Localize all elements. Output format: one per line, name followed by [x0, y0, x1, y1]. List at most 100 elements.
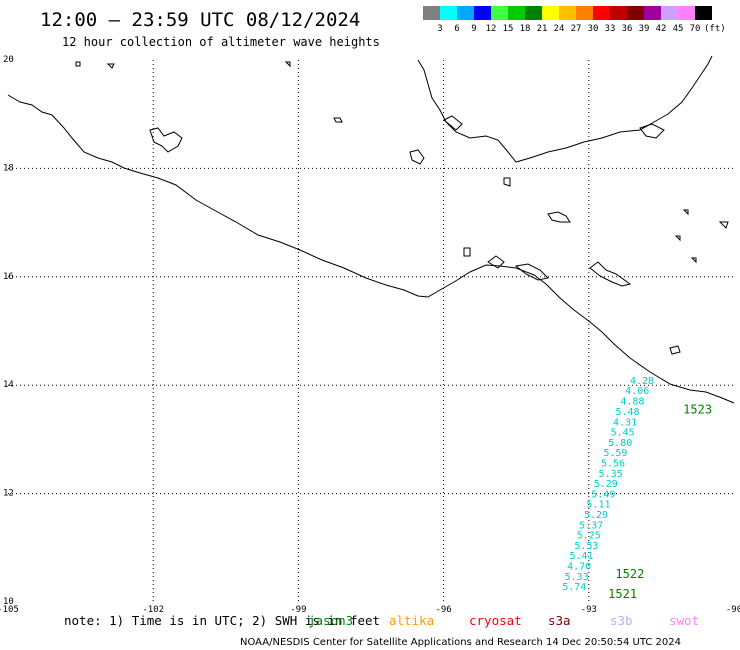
lake-feature: [669, 345, 681, 355]
colorbar-swatch: [627, 6, 644, 20]
swh-value: 5.56: [601, 459, 625, 470]
colorbar-label: 70: [690, 24, 701, 34]
coastline: [7, 55, 735, 404]
pass-number: 1522: [615, 567, 644, 581]
colorbar-unit: (ft): [704, 24, 726, 34]
swh-value: 5.53: [574, 541, 598, 552]
swh-value: 5.29: [594, 479, 618, 490]
satellite-legend: jason3 altika cryosat s3a s3b swot: [308, 613, 699, 628]
x-tick-label: -90: [726, 605, 740, 615]
swh-value: 5.49: [591, 489, 615, 500]
colorbar-label: 30: [588, 24, 599, 34]
pass-number: 1523: [683, 402, 712, 416]
colorbar-swatch: [593, 6, 610, 20]
swh-value: 5.29: [584, 510, 608, 521]
colorbar-swatch: [440, 6, 457, 20]
colorbar-swatch: [542, 6, 559, 20]
swh-observations: 4.284.064.885.484.315.455.805.595.565.35…: [562, 376, 654, 593]
lake-feature: [674, 235, 681, 242]
colorbar-label: 3: [437, 24, 442, 34]
lake-feature: [106, 63, 115, 69]
page-subtitle: 12 hour collection of altimeter wave hei…: [62, 35, 380, 49]
y-tick-label: 14: [3, 380, 14, 390]
swh-value: 5.59: [603, 448, 627, 459]
swh-value: 5.25: [577, 531, 601, 542]
pass-labels: 1523 1522 1521: [608, 402, 712, 601]
lake-feature: [149, 127, 183, 153]
gulf-coastline: [417, 55, 713, 163]
swh-value: 5.80: [608, 438, 632, 449]
colorbar-label: 21: [537, 24, 548, 34]
colorbar-label: 24: [554, 24, 565, 34]
lake-feature: [639, 123, 665, 139]
x-tick-label: -105: [0, 605, 19, 615]
satellite-name: s3a: [548, 613, 571, 628]
y-tick-label: 16: [3, 272, 14, 282]
colorbar-swatch: [644, 6, 661, 20]
swh-value: 4.88: [620, 397, 644, 408]
map-gridlines: [8, 60, 734, 602]
colorbar-swatch: [678, 6, 695, 20]
satellite-name: swot: [669, 613, 699, 628]
colorbar-label: 45: [673, 24, 684, 34]
x-axis-ticks: -105 -102 -99 -96 -93 -90: [0, 605, 740, 615]
y-tick-label: 20: [3, 55, 14, 65]
swh-value: 5.33: [565, 572, 589, 583]
swh-value: 4.70: [567, 561, 591, 572]
x-tick-label: -96: [435, 605, 451, 615]
y-tick-label: 12: [3, 489, 14, 499]
colorbar-label: 18: [520, 24, 531, 34]
y-axis-ticks: 20 18 16 14 12 10: [3, 55, 14, 607]
x-tick-label: -93: [581, 605, 597, 615]
lake-feature: [409, 149, 425, 165]
x-tick-label: -102: [142, 605, 164, 615]
lake-feature: [514, 263, 550, 281]
satellite-name: s3b: [610, 613, 633, 628]
colorbar-label: 9: [471, 24, 476, 34]
pacific-coastline: [7, 94, 735, 404]
colorbar-swatch: [423, 6, 440, 20]
swh-value: 5.48: [615, 407, 639, 418]
satellite-name: jason3: [308, 613, 353, 628]
note-text: note: 1) Time is in UTC; 2) SWH is in fe…: [64, 613, 380, 628]
swh-value: 5.41: [569, 551, 593, 562]
y-tick-label: 10: [3, 597, 14, 607]
lake-feature: [284, 61, 291, 68]
swh-value: 5.74: [562, 582, 586, 593]
lake-feature: [589, 261, 632, 287]
colorbar-swatch: [559, 6, 576, 20]
pass-number: 1521: [608, 587, 637, 601]
lake-feature: [487, 255, 505, 269]
satellite-name: cryosat: [469, 613, 522, 628]
swh-value: 5.35: [599, 469, 623, 480]
lake-feature: [75, 61, 81, 67]
colorbar-label: 12: [486, 24, 497, 34]
lake-feature: [682, 209, 689, 216]
swh-value: 5.11: [586, 500, 610, 511]
colorbar-legend: 3 6 9 12 15 18 21 24 27 30 33 36 39 42 45 70 (ft): [423, 6, 726, 34]
lake-feature: [547, 211, 571, 223]
colorbar-swatch: [491, 6, 508, 20]
colorbar-swatch: [525, 6, 542, 20]
swh-value: 5.37: [579, 520, 603, 531]
x-tick-label: -99: [290, 605, 306, 615]
lake-feature: [333, 117, 343, 123]
colorbar-label: 27: [571, 24, 582, 34]
colorbar-label: 6: [454, 24, 459, 34]
colorbar-label: 15: [503, 24, 514, 34]
colorbar-swatch: [661, 6, 678, 20]
page-title: 12:00 – 23:59 UTC 08/12/2024: [40, 9, 360, 31]
colorbar-swatch: [457, 6, 474, 20]
swh-value: 4.28: [630, 376, 654, 387]
lake-feature: [503, 177, 511, 187]
lake-feature: [463, 247, 471, 257]
colorbar-label: 36: [622, 24, 633, 34]
colorbar-swatch: [474, 6, 491, 20]
lake-feature: [443, 115, 463, 131]
colorbar-swatch: [695, 6, 712, 20]
colorbar-swatch: [576, 6, 593, 20]
colorbar-label: 33: [605, 24, 616, 34]
swh-value: 5.45: [611, 428, 635, 439]
y-tick-label: 18: [3, 163, 14, 173]
